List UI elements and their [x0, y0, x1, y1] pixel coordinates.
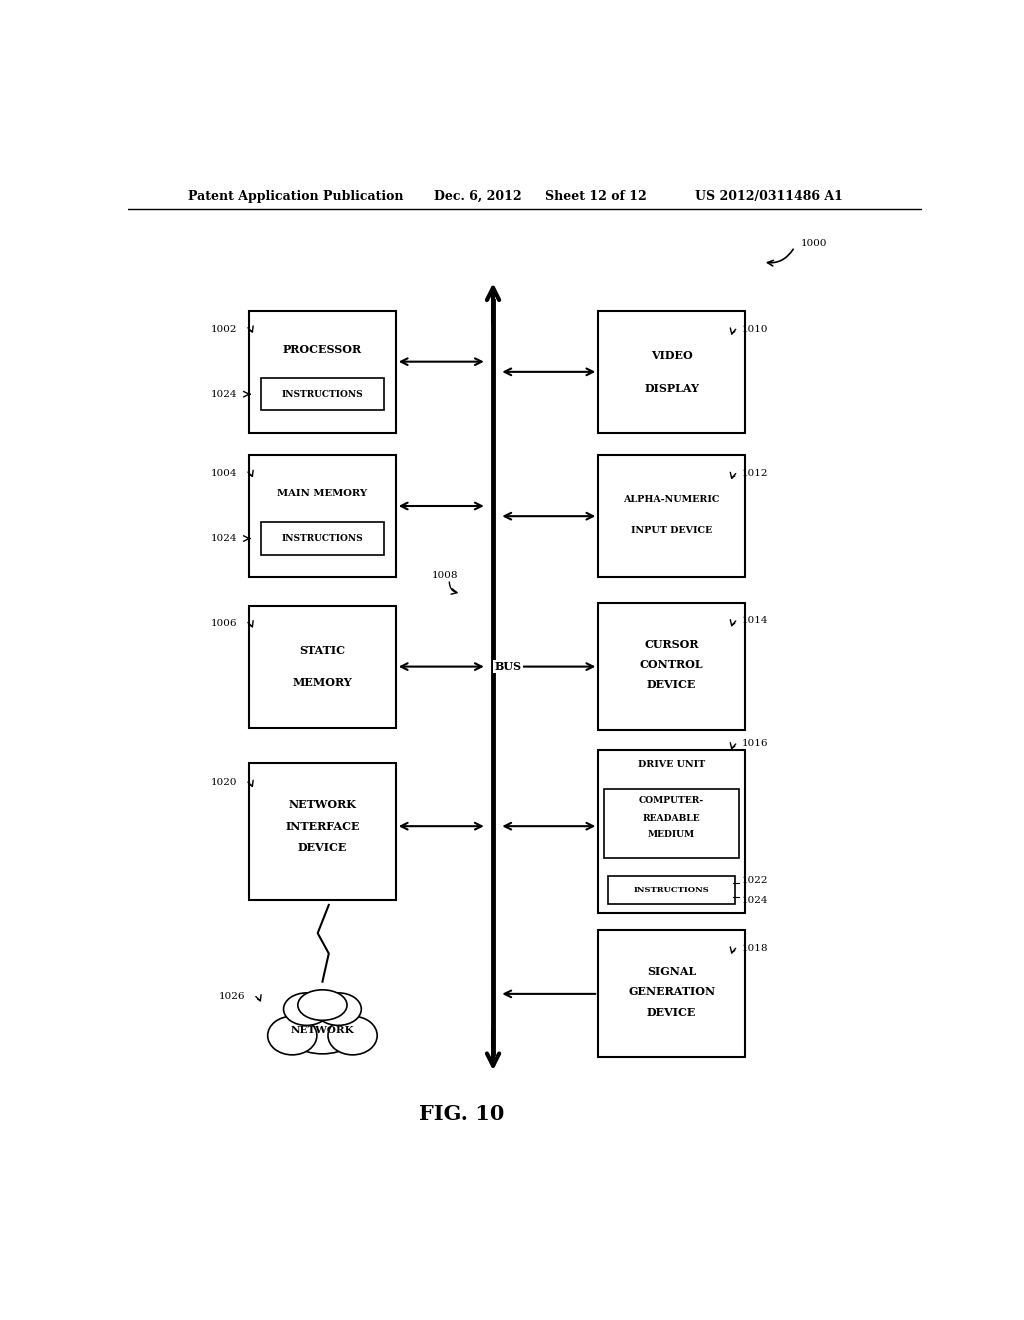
Text: 1026: 1026	[219, 993, 246, 1002]
Bar	[608, 876, 735, 904]
Text: DRIVE UNIT: DRIVE UNIT	[638, 760, 706, 768]
Text: ALPHA-NUMERIC: ALPHA-NUMERIC	[624, 495, 720, 504]
Text: READABLE: READABLE	[643, 813, 700, 822]
Text: MAIN MEMORY: MAIN MEMORY	[278, 490, 368, 499]
Text: DEVICE: DEVICE	[298, 842, 347, 853]
Text: BUS: BUS	[495, 661, 521, 672]
Text: VIDEO: VIDEO	[650, 350, 692, 362]
Text: CURSOR: CURSOR	[644, 639, 698, 649]
Text: 1010: 1010	[741, 325, 768, 334]
Text: 1024: 1024	[211, 535, 238, 543]
Bar	[598, 931, 745, 1057]
Bar	[598, 603, 745, 730]
Text: INSTRUCTIONS: INSTRUCTIONS	[282, 535, 364, 543]
Text: 1024: 1024	[211, 389, 238, 399]
Text: 1022: 1022	[741, 875, 768, 884]
Text: Dec. 6, 2012: Dec. 6, 2012	[433, 190, 521, 202]
Text: COMPUTER-: COMPUTER-	[639, 796, 705, 805]
Text: Sheet 12 of 12: Sheet 12 of 12	[545, 190, 646, 202]
Ellipse shape	[315, 993, 361, 1026]
Text: SIGNAL: SIGNAL	[647, 966, 696, 977]
Text: MEMORY: MEMORY	[293, 677, 352, 688]
Text: INPUT DEVICE: INPUT DEVICE	[631, 525, 713, 535]
Text: PROCESSOR: PROCESSOR	[283, 345, 362, 355]
Ellipse shape	[283, 1001, 362, 1053]
Bar	[249, 312, 396, 433]
Bar	[604, 788, 739, 858]
Bar	[598, 750, 745, 912]
Bar	[598, 455, 745, 577]
Text: INSTRUCTIONS: INSTRUCTIONS	[634, 886, 710, 894]
Bar	[249, 606, 396, 727]
Bar	[249, 763, 396, 900]
Text: Patent Application Publication: Patent Application Publication	[187, 190, 403, 202]
Text: GENERATION: GENERATION	[628, 986, 715, 998]
Text: CONTROL: CONTROL	[640, 659, 703, 671]
Text: 1006: 1006	[211, 619, 238, 628]
Text: DEVICE: DEVICE	[647, 680, 696, 690]
Text: 1012: 1012	[741, 469, 768, 478]
Text: 1020: 1020	[211, 777, 238, 787]
Text: NETWORK: NETWORK	[291, 1026, 354, 1035]
Text: DEVICE: DEVICE	[647, 1007, 696, 1018]
Ellipse shape	[267, 1016, 316, 1055]
Bar	[249, 455, 396, 577]
Text: 1002: 1002	[211, 325, 238, 334]
Bar	[598, 312, 745, 433]
Text: INSTRUCTIONS: INSTRUCTIONS	[282, 389, 364, 399]
Text: DISPLAY: DISPLAY	[644, 383, 699, 393]
Bar	[261, 523, 384, 554]
Text: US 2012/0311486 A1: US 2012/0311486 A1	[695, 190, 844, 202]
Text: STATIC: STATIC	[299, 645, 345, 656]
Text: 1008: 1008	[432, 570, 459, 579]
Ellipse shape	[298, 990, 347, 1020]
Text: 1018: 1018	[741, 944, 768, 953]
Bar	[261, 378, 384, 411]
Text: 1024: 1024	[741, 896, 768, 906]
Ellipse shape	[284, 993, 330, 1026]
Text: FIG. 10: FIG. 10	[419, 1104, 504, 1123]
Text: 1000: 1000	[801, 239, 827, 248]
Ellipse shape	[328, 1016, 377, 1055]
Text: 1014: 1014	[741, 616, 768, 626]
Text: MEDIUM: MEDIUM	[648, 830, 695, 838]
Text: NETWORK: NETWORK	[289, 800, 356, 810]
Text: 1004: 1004	[211, 469, 238, 478]
Text: INTERFACE: INTERFACE	[285, 821, 359, 832]
Text: 1016: 1016	[741, 739, 768, 748]
